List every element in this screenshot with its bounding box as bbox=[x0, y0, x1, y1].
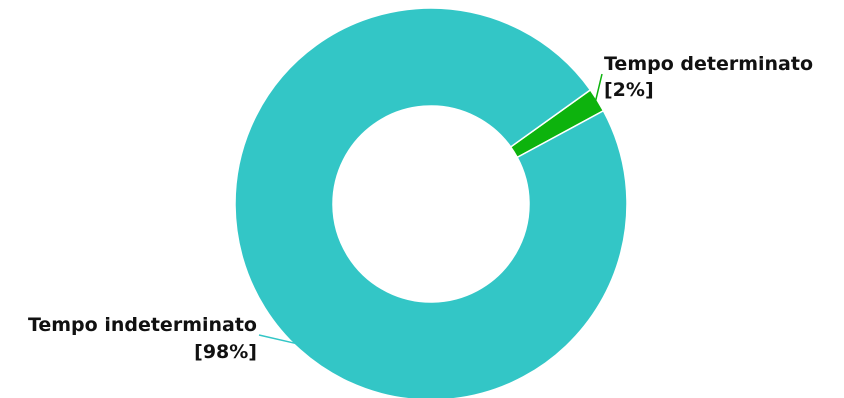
leader-line-tempo-determinato bbox=[594, 73, 603, 102]
slice-label-tempo-indeterminato: Tempo indeterminato bbox=[28, 314, 257, 336]
chart-slices bbox=[234, 7, 628, 398]
leader-line-tempo-indeterminato bbox=[258, 334, 297, 345]
slice-percent-tempo-determinato: [2%] bbox=[604, 79, 654, 101]
slice-tempo-indeterminato bbox=[234, 7, 628, 398]
slice-label-tempo-determinato: Tempo determinato bbox=[604, 53, 813, 75]
chart-leader-lines bbox=[258, 73, 603, 345]
slice-percent-tempo-indeterminato: [98%] bbox=[194, 341, 257, 363]
